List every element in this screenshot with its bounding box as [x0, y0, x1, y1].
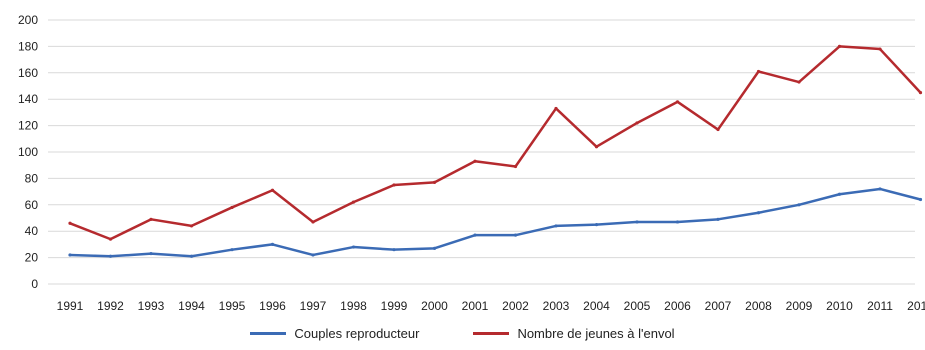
y-tick-label-120: 120	[18, 119, 38, 133]
x-tick-label-2007: 2007	[705, 299, 732, 313]
y-tick-label-40: 40	[25, 224, 39, 238]
legend-swatch-jeunes	[473, 331, 510, 335]
data-point-jeunes-1998	[351, 200, 356, 204]
x-tick-label-1991: 1991	[57, 299, 84, 313]
data-point-couples-2011	[878, 187, 882, 191]
y-tick-label-60: 60	[25, 198, 39, 212]
series-lines	[68, 44, 923, 258]
legend-label-jeunes: Nombre de jeunes à l'envol	[517, 325, 675, 341]
series-line-jeunes	[68, 45, 922, 241]
x-tick-label-2010: 2010	[826, 299, 853, 313]
x-tick-label-2002: 2002	[502, 299, 529, 313]
legend-label-couples: Couples reproducteur	[294, 325, 420, 341]
data-point-jeunes-1992	[108, 237, 113, 241]
data-point-couples-1996	[270, 242, 275, 246]
y-tick-label-100: 100	[18, 145, 38, 159]
data-point-couples-2010	[837, 192, 842, 196]
data-point-jeunes-2008	[756, 69, 761, 74]
legend-item-couples: Couples reproducteur	[250, 326, 419, 341]
data-point-couples-1995	[230, 248, 234, 252]
data-point-jeunes-2007	[716, 127, 720, 132]
series-line-couples	[68, 187, 922, 258]
data-point-jeunes-1996	[270, 188, 275, 192]
x-axis: 1991 1992 1993 1994 1995 1996 1997 1998 1999 2000…	[57, 299, 925, 313]
data-point-couples-1991	[68, 253, 72, 257]
data-point-couples-2000	[432, 246, 437, 250]
x-tick-label-1999: 1999	[381, 299, 408, 313]
legend-swatch-couples	[250, 331, 287, 335]
data-point-jeunes-1993	[149, 217, 153, 221]
x-tick-label-2001: 2001	[462, 299, 489, 313]
data-point-couples-2001	[473, 233, 477, 237]
data-point-couples-2009	[797, 203, 801, 207]
x-tick-label-2004: 2004	[583, 299, 610, 313]
data-point-jeunes-2005	[635, 121, 639, 125]
data-point-jeunes-2011	[878, 47, 882, 51]
data-point-couples-1997	[311, 253, 315, 257]
data-point-jeunes-2004	[594, 145, 599, 149]
data-point-couples-1992	[108, 254, 113, 258]
x-tick-label-2000: 2000	[421, 299, 448, 313]
x-tick-label-1997: 1997	[300, 299, 327, 313]
data-point-jeunes-2002	[513, 164, 518, 169]
data-point-couples-2006	[675, 220, 680, 224]
x-tick-label-2009: 2009	[786, 299, 813, 313]
data-point-jeunes-2001	[473, 159, 477, 163]
data-point-couples-2004	[594, 223, 599, 227]
legend-item-jeunes: Nombre de jeunes à l'envol	[473, 325, 675, 341]
data-point-couples-2008	[756, 211, 761, 215]
y-tick-label-180: 180	[18, 39, 38, 53]
line-chart: 0 20 40 60 80 100 120 140 160 180 200 1991 1992 1993…	[18, 13, 925, 313]
data-point-couples-2005	[635, 220, 639, 224]
x-tick-label-1996: 1996	[259, 299, 286, 313]
data-point-jeunes-2012	[918, 91, 923, 95]
data-point-jeunes-1991	[68, 221, 72, 225]
x-tick-label-2005: 2005	[624, 299, 651, 313]
x-tick-label-2003: 2003	[543, 299, 570, 313]
data-point-jeunes-1994	[189, 224, 194, 228]
data-point-jeunes-1999	[392, 183, 396, 187]
x-tick-label-2011: 2011	[867, 299, 893, 313]
data-point-couples-2007	[716, 217, 720, 221]
data-point-jeunes-2003	[554, 106, 558, 111]
x-tick-label-2008: 2008	[745, 299, 772, 313]
data-point-jeunes-2006	[675, 100, 680, 104]
legend: Couples reproducteur Nombre de jeunes à …	[0, 322, 925, 344]
x-tick-label-1998: 1998	[340, 299, 367, 313]
data-point-couples-2003	[554, 224, 558, 228]
x-tick-label-2006: 2006	[664, 299, 691, 313]
data-point-couples-1999	[392, 248, 396, 252]
y-tick-label-140: 140	[18, 92, 38, 106]
y-tick-label-160: 160	[18, 66, 38, 80]
y-tick-label-0: 0	[31, 277, 38, 291]
data-point-couples-2002	[513, 233, 518, 237]
data-point-jeunes-2009	[797, 80, 801, 84]
data-point-couples-1998	[351, 245, 356, 249]
data-point-jeunes-1997	[311, 220, 315, 224]
gridlines	[48, 19, 915, 285]
data-point-jeunes-2000	[432, 180, 437, 184]
y-axis: 0 20 40 60 80 100 120 140 160 180 200	[18, 13, 38, 291]
x-tick-label-2012: 2012	[907, 299, 925, 313]
x-tick-label-1993: 1993	[138, 299, 165, 313]
y-tick-label-20: 20	[25, 251, 39, 265]
x-tick-label-1994: 1994	[178, 299, 205, 313]
data-point-couples-1994	[189, 254, 194, 258]
y-tick-label-200: 200	[18, 13, 38, 27]
data-point-jeunes-1995	[230, 205, 234, 210]
data-point-couples-2012	[918, 197, 923, 202]
data-point-couples-1993	[149, 252, 153, 256]
data-point-jeunes-2010	[837, 44, 842, 49]
x-tick-label-1995: 1995	[219, 299, 246, 313]
y-tick-label-80: 80	[25, 171, 39, 185]
x-tick-label-1992: 1992	[97, 299, 124, 313]
